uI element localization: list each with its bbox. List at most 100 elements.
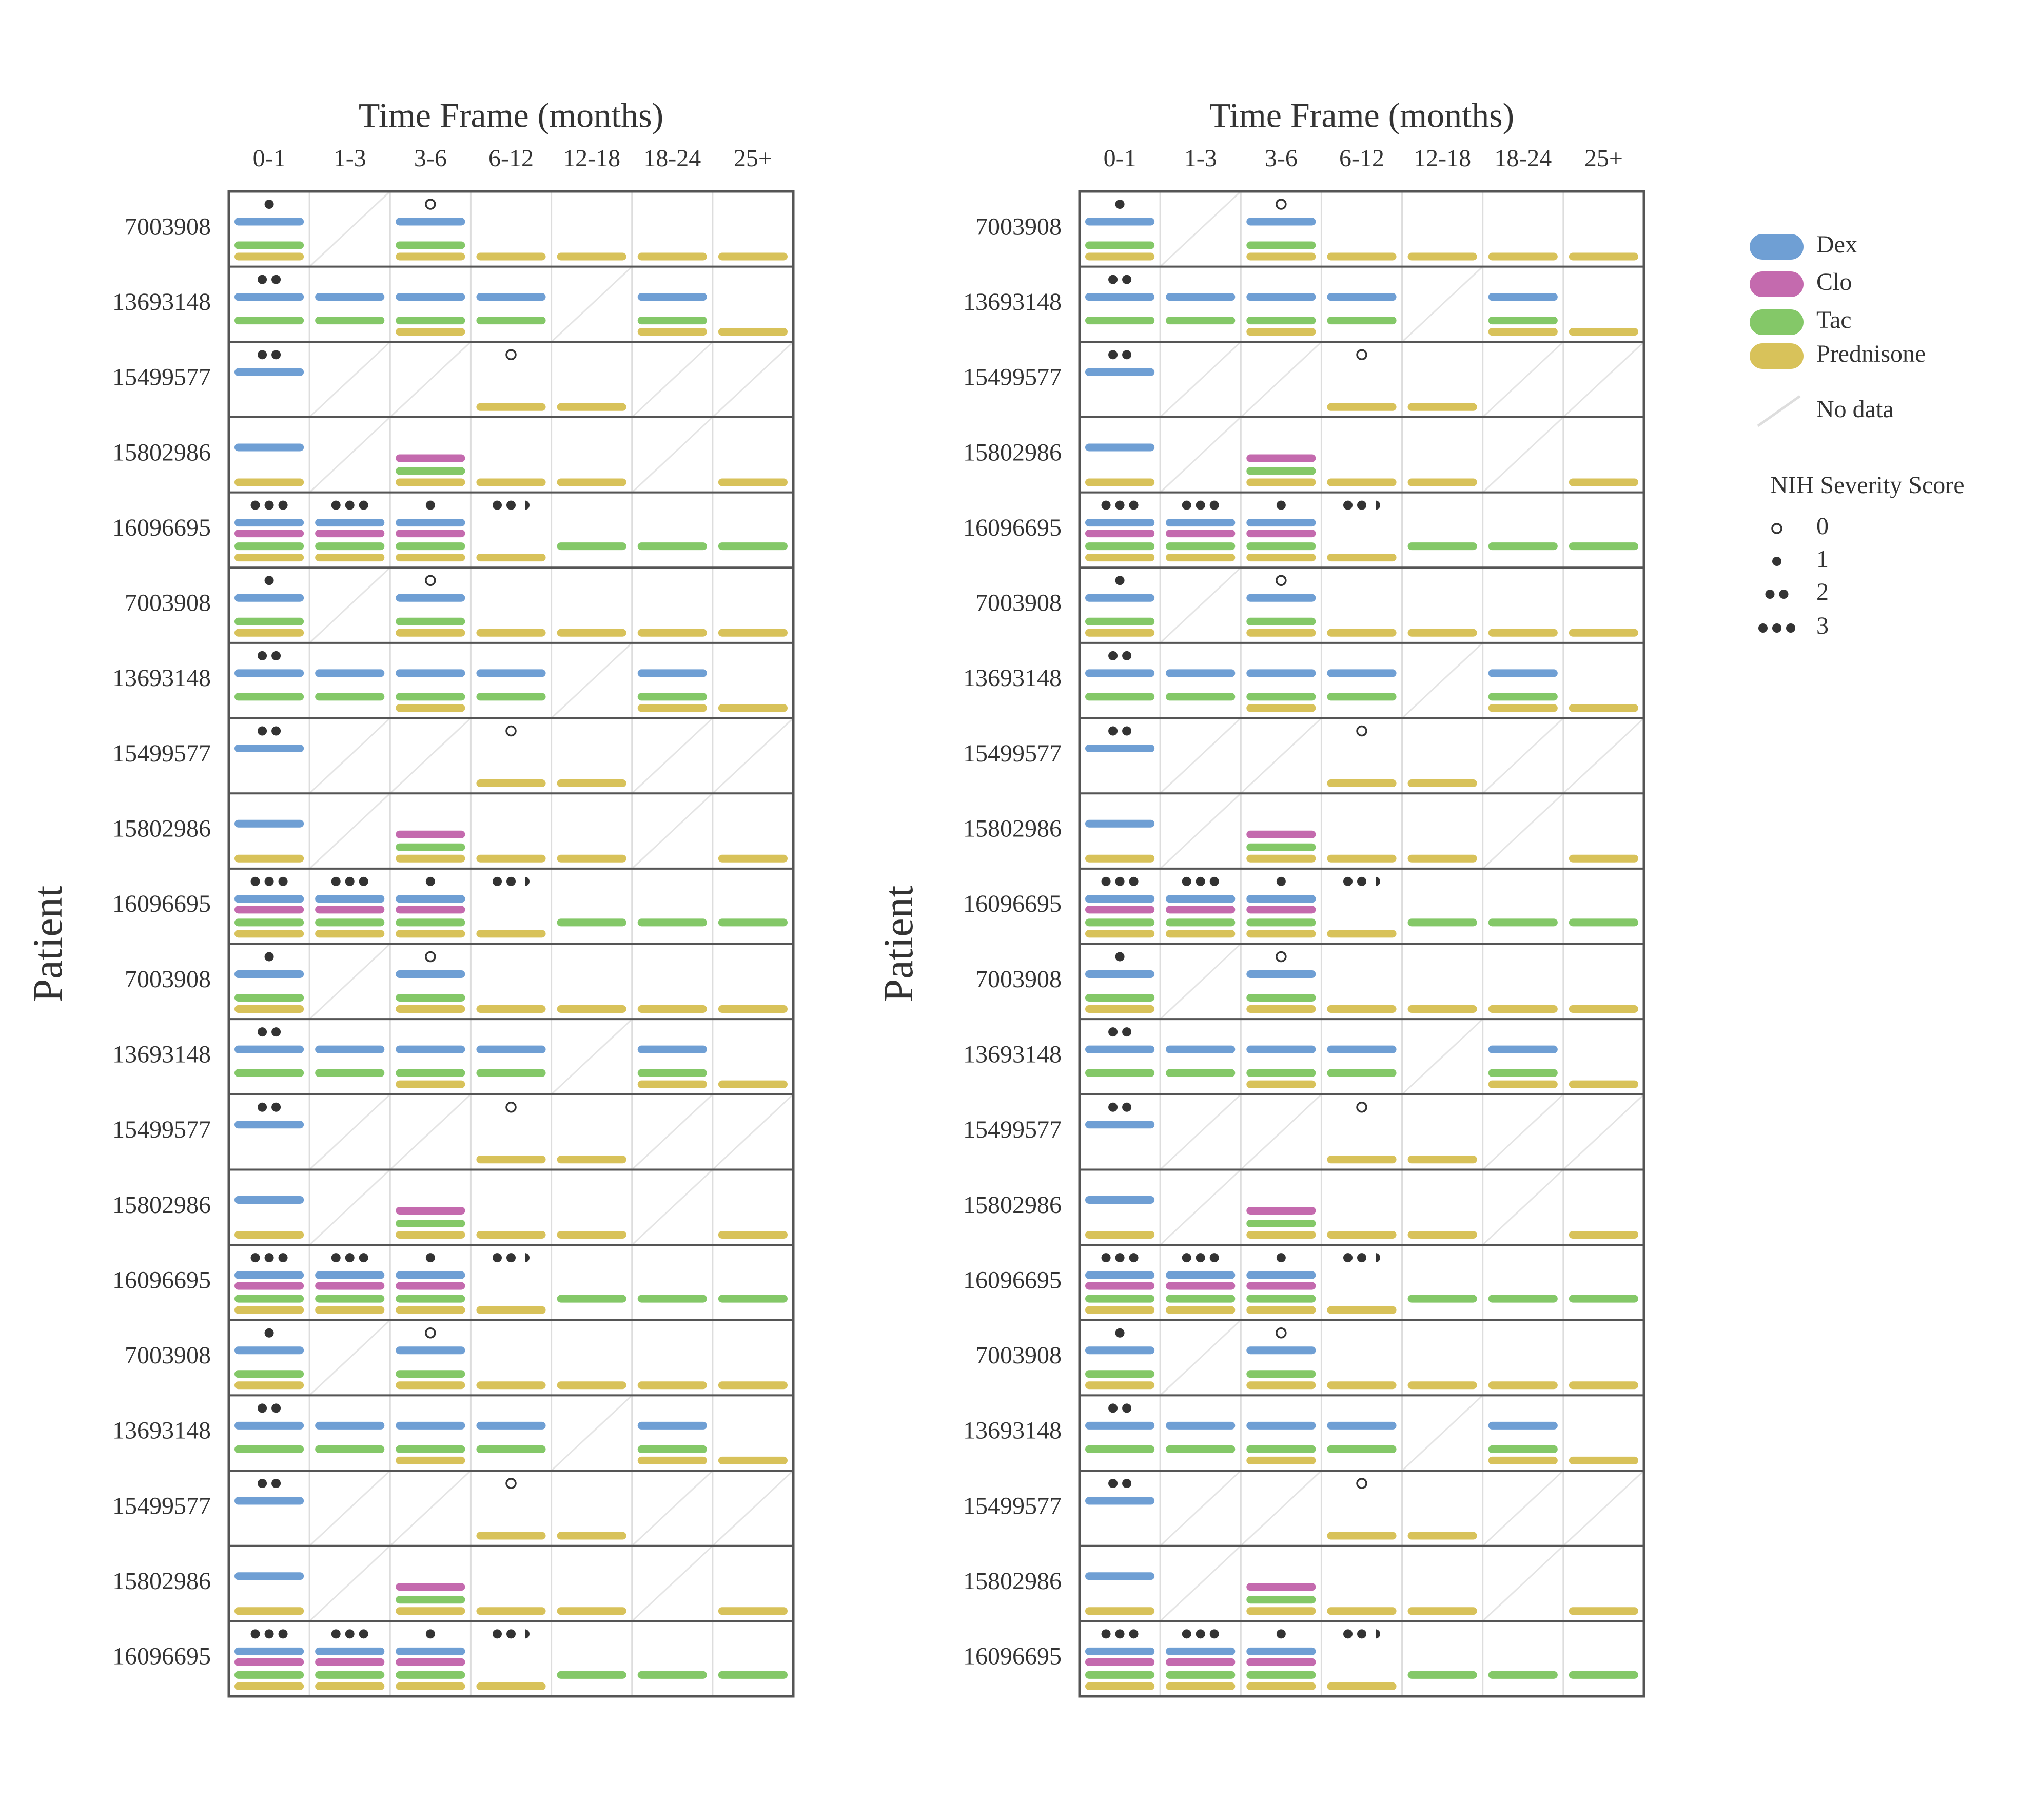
severity-legend-label: 0 xyxy=(1816,513,1829,540)
drug-bar-prednisone xyxy=(476,1682,546,1690)
drug-bar-dex xyxy=(1085,293,1155,301)
drug-bar-prednisone xyxy=(557,1381,626,1390)
drug-bar-clo xyxy=(1085,906,1155,914)
no-data-mark xyxy=(631,341,713,418)
no-data-mark xyxy=(1401,1019,1483,1095)
no-data-mark xyxy=(631,1169,713,1246)
drug-bar-tac xyxy=(396,693,465,701)
drug-bar-clo xyxy=(1085,530,1155,538)
drug-bar-prednisone xyxy=(718,629,788,637)
drug-bar-prednisone xyxy=(1569,1080,1638,1088)
drug-bar-prednisone xyxy=(637,1005,707,1013)
patient-label: 13693148 xyxy=(963,1417,1062,1444)
drug-bar-dex xyxy=(1488,293,1558,301)
drug-bar-prednisone xyxy=(1569,1230,1638,1239)
drug-bar-tac xyxy=(1246,843,1316,851)
drug-bar-dex xyxy=(396,519,465,527)
severity-dot-open xyxy=(425,951,436,963)
drug-bar-dex xyxy=(1246,1045,1316,1053)
drug-bar-prednisone xyxy=(1246,1230,1316,1239)
drug-bar-tac xyxy=(1085,693,1155,701)
drug-bar-tac xyxy=(1166,918,1236,927)
drug-bar-tac xyxy=(234,617,304,625)
drug-bar-tac xyxy=(1407,918,1477,927)
drug-bar-prednisone xyxy=(234,629,304,637)
drug-bar-prednisone xyxy=(1085,1230,1155,1239)
severity-dot xyxy=(278,1629,288,1639)
drug-bar-dex xyxy=(315,1045,385,1053)
drug-bar-prednisone xyxy=(1327,1230,1397,1239)
drug-bar-prednisone xyxy=(1569,1607,1638,1615)
drug-bar-prednisone xyxy=(1327,478,1397,486)
drug-bar-prednisone xyxy=(637,629,707,637)
severity-dot xyxy=(1115,1253,1125,1263)
no-data-mark xyxy=(1240,1093,1322,1170)
drug-bar-clo xyxy=(1166,906,1236,914)
drug-bar-prednisone xyxy=(1569,1456,1638,1464)
severity-dot xyxy=(271,651,281,660)
drug-bar-dex xyxy=(1085,443,1155,452)
drug-bar-dex xyxy=(1246,669,1316,677)
drug-bar-tac xyxy=(1246,1370,1316,1378)
patient-label: 7003908 xyxy=(125,213,211,240)
drug-bar-prednisone xyxy=(476,1381,546,1390)
severity-dot xyxy=(1115,876,1125,886)
severity-dot xyxy=(1209,876,1219,886)
drug-bar-tac xyxy=(1085,617,1155,625)
severity-dot xyxy=(1122,1403,1132,1413)
drug-bar-prednisone xyxy=(637,1456,707,1464)
drug-bar-prednisone xyxy=(1166,554,1236,562)
drug-bar-tac xyxy=(396,1295,465,1303)
drug-bar-tac xyxy=(234,1445,304,1453)
drug-bar-dex xyxy=(1488,669,1558,677)
no-data-mark xyxy=(1240,341,1322,418)
drug-bar-dex xyxy=(1327,293,1397,301)
severity-dot-half xyxy=(525,500,530,510)
drug-bar-prednisone xyxy=(1327,252,1397,261)
severity-dot xyxy=(345,500,355,510)
drug-bar-tac xyxy=(637,1069,707,1077)
drug-bar-dex xyxy=(234,970,304,978)
drug-bar-tac xyxy=(1085,1295,1155,1303)
drug-bar-tac xyxy=(718,918,788,927)
drug-bar-dex xyxy=(1246,970,1316,978)
severity-dot xyxy=(1108,726,1118,736)
severity-dot-open xyxy=(1356,349,1367,361)
drug-bar-clo xyxy=(1166,530,1236,538)
drug-bar-prednisone xyxy=(637,704,707,712)
drug-bar-prednisone xyxy=(1327,403,1397,411)
no-data-mark xyxy=(1160,1169,1242,1246)
no-data-mark xyxy=(309,793,391,869)
drug-bar-tac xyxy=(396,1671,465,1679)
drug-bar-prednisone xyxy=(637,252,707,261)
drug-bar-prednisone xyxy=(1166,1306,1236,1314)
drug-bar-tac xyxy=(1569,1295,1638,1303)
drug-bar-tac xyxy=(1246,994,1316,1002)
severity-dot-half xyxy=(525,876,530,886)
panel-2: Time Frame (months) Patient 0-1 1-3 3-6 6-12 1… xyxy=(875,96,1645,1698)
severity-dot xyxy=(1115,200,1125,209)
patient-label: 15802986 xyxy=(963,815,1062,843)
no-data-mark xyxy=(1160,190,1242,267)
drug-bar-prednisone xyxy=(234,854,304,863)
drug-bar-prednisone xyxy=(1246,1080,1316,1088)
no-data-mark xyxy=(1482,416,1564,493)
drug-bar-dex xyxy=(234,443,304,452)
patient-label: 16096695 xyxy=(112,1266,211,1294)
drug-bar-dex xyxy=(1085,1421,1155,1430)
drug-bar-tac xyxy=(234,1370,304,1378)
drug-bar-tac xyxy=(315,542,385,551)
drug-bar-prednisone xyxy=(1407,629,1477,637)
severity-dot xyxy=(1108,1403,1118,1413)
drug-bar-dex xyxy=(234,1271,304,1279)
no-data-mark xyxy=(1160,717,1242,794)
severity-dot xyxy=(1196,876,1205,886)
drug-bar-prednisone xyxy=(1407,1156,1477,1164)
x-tick-label: 18-24 xyxy=(1494,145,1552,172)
no-data-mark xyxy=(309,1545,391,1622)
patient-label: 13693148 xyxy=(963,664,1062,692)
drug-bar-prednisone xyxy=(1488,704,1558,712)
drug-bar-prednisone xyxy=(718,704,788,712)
severity-dot xyxy=(331,500,341,510)
y-axis-title: Patient xyxy=(875,885,922,1002)
